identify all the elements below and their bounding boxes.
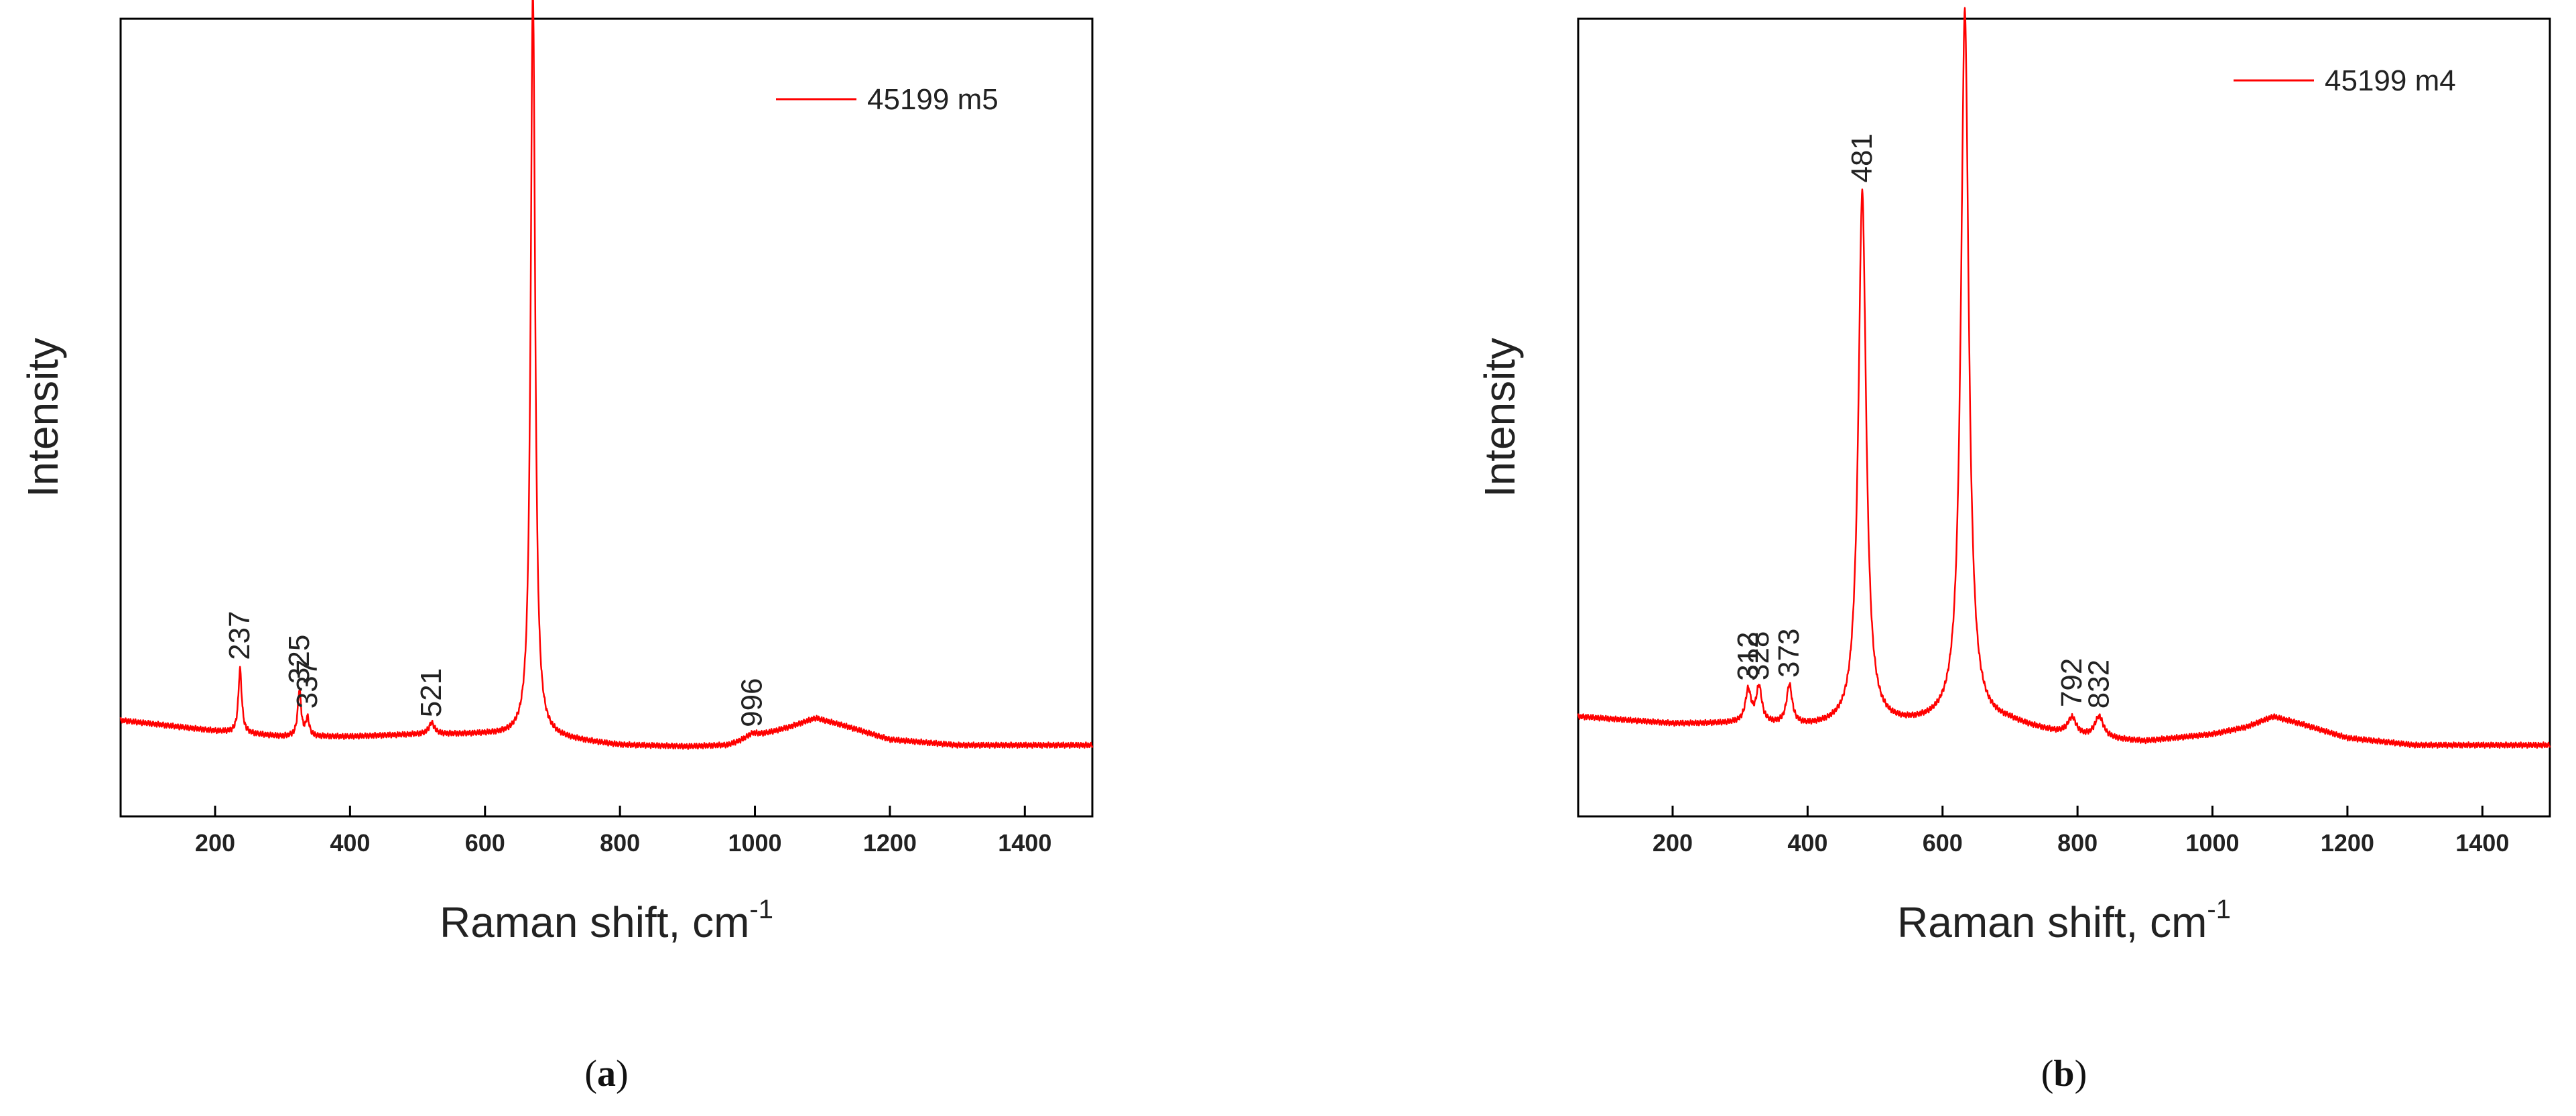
spectrum-line-45199-m5	[119, 0, 1094, 750]
legend-a: 45199 m5	[776, 83, 999, 116]
x-tick-label-b-600: 600	[1923, 829, 1963, 857]
x-tick-label-a-1200: 1200	[863, 829, 917, 857]
x-tick-label-b-1200: 1200	[2321, 829, 2374, 857]
plot-frame-b	[1577, 17, 2551, 818]
x-tick-label-b-1400: 1400	[2455, 829, 2509, 857]
x-tick-label-b-1000: 1000	[2185, 829, 2239, 857]
x-tick-label-a-800: 800	[600, 829, 640, 857]
caption-b: (b)	[2041, 1053, 2087, 1095]
spectrum-line-45199-m4	[1577, 7, 2551, 749]
peak-label-a-996: 996	[736, 678, 769, 727]
peak-label-b-633: 633	[1948, 0, 1981, 1]
legend-label-b: 45199 m4	[2325, 64, 2456, 97]
peak-label-a-325: 325	[283, 635, 316, 684]
peak-label-b-373: 373	[1773, 629, 1805, 678]
x-tick-label-a-1000: 1000	[728, 829, 781, 857]
x-tick-label-a-1400: 1400	[998, 829, 1051, 857]
x-ticks-a: 200 400 600 800 1000 1200 1400	[195, 806, 1051, 857]
x-axis-title-a: Raman shift, cm-1	[440, 895, 773, 946]
x-tick-label-b-800: 800	[2057, 829, 2098, 857]
y-axis-title-b: Intensity	[1476, 338, 1524, 497]
peak-label-b-832: 832	[2082, 660, 2115, 708]
x-tick-label-a-400: 400	[330, 829, 370, 857]
x-tick-label-a-200: 200	[195, 829, 235, 857]
peak-label-b-481: 481	[1846, 133, 1878, 182]
peak-label-a-237: 237	[223, 611, 256, 660]
peak-labels-a: 237325337521671996	[223, 611, 769, 727]
plot-frame-a	[119, 17, 1094, 818]
peak-label-b-328: 328	[1742, 631, 1775, 680]
x-ticks-b: 200 400 600 800 1000 1200 1400	[1653, 806, 2509, 857]
x-tick-label-a-600: 600	[465, 829, 505, 857]
legend-label-a: 45199 m5	[867, 83, 999, 116]
peak-label-a-521: 521	[415, 668, 448, 717]
peak-label-b-792: 792	[2055, 658, 2088, 707]
legend-b: 45199 m4	[2234, 64, 2456, 97]
x-tick-label-b-400: 400	[1787, 829, 1827, 857]
x-axis-title-b: Raman shift, cm-1	[1897, 895, 2231, 946]
peak-label-a-337: 337	[291, 660, 324, 708]
peak-label-b-312: 312	[1732, 631, 1764, 680]
caption-a: (a)	[584, 1053, 628, 1095]
y-axis-title-a: Intensity	[19, 338, 67, 497]
x-tick-label-b-200: 200	[1653, 829, 1693, 857]
